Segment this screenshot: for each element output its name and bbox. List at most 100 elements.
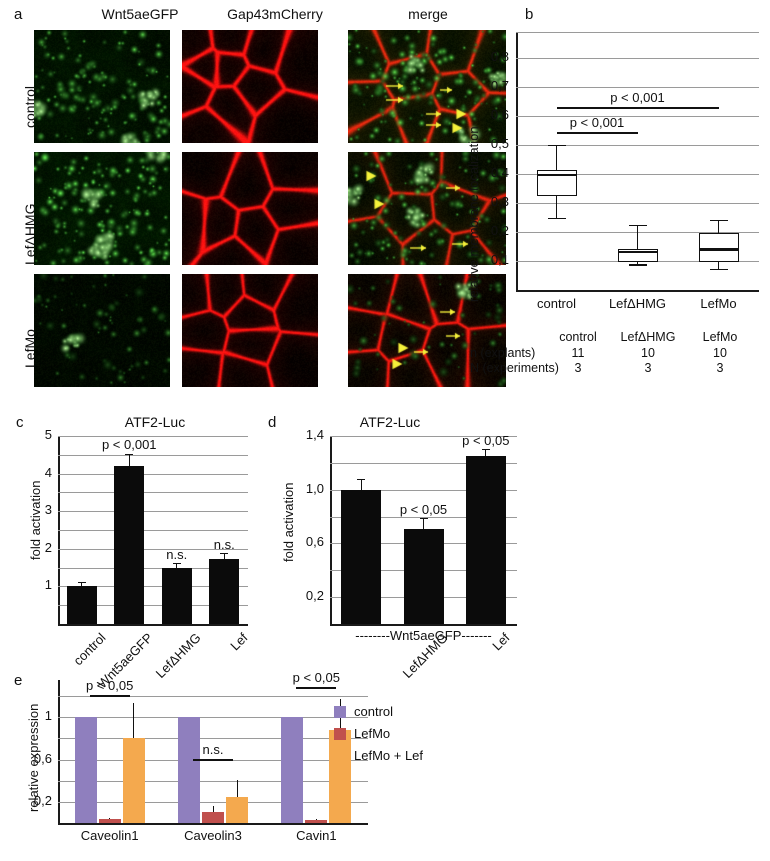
panelD-x-axis <box>330 624 517 626</box>
micrograph-control-merge <box>348 30 506 143</box>
panelC-annotation-2: n.s. <box>166 546 188 562</box>
panel-c-barchart: 1 2 3 4 5 control p < 0,001 Wnt5aeGFP n.s. LefΔHM… <box>34 427 254 691</box>
panel-b-gridline <box>516 145 759 147</box>
panel-e-xlabel-2: Cavin1 <box>296 828 337 843</box>
panelC-annotation-3: n.s. <box>213 537 235 553</box>
panel-e-bar-control-2 <box>281 717 304 823</box>
panel-e-bar-LefMo-2 <box>305 819 328 823</box>
panel-b-whisker-cap-lower <box>547 217 566 219</box>
panelD-bar-0 <box>341 489 382 624</box>
panel-b-stats-value: 10 <box>641 346 655 360</box>
panelC-gridline <box>58 530 248 531</box>
micrograph-lefdhmg-wnt5aegfp <box>34 152 170 265</box>
panel-e-ytick: 0,6 <box>33 750 52 766</box>
panel-e-barchart: 1 0,6 0,2 Caveolin1 Caveolin3 Cavin1 p < 0,05 n… <box>32 670 372 845</box>
micrograph-control-gap43mcherry <box>182 30 318 143</box>
panel-e-bar-control-1 <box>178 717 200 823</box>
panel-e-ytick: 0,2 <box>33 792 52 808</box>
panel-b-letter: b <box>525 6 534 23</box>
panel-e-sig-label-2: p < 0,05 <box>292 670 340 685</box>
panelC-gridline <box>58 605 248 607</box>
panelD-ytick: 1,4 <box>305 427 324 442</box>
panelC-bar-0 <box>66 586 97 624</box>
panel-e-sig-label-0: p < 0,05 <box>85 678 134 693</box>
panel-b-stats-header-0: control <box>559 330 597 344</box>
panel-b-whisker-upper <box>555 145 558 170</box>
panel-e-xlabel-0: Caveolin1 <box>80 828 139 843</box>
panel-b-box <box>698 233 739 263</box>
panelD-gridline <box>330 516 517 518</box>
panel-b-stats-value: 3 <box>644 361 652 375</box>
panel-b-median-line <box>698 248 739 251</box>
panelD-gridline <box>330 489 517 491</box>
panel-b-boxplot: 0,8 0,7 0,6 0,5 0,4 0,3 0,2 0,1 control LefΔHMG Le… <box>470 26 765 326</box>
panelC-gridline <box>58 567 248 569</box>
micrograph-lefdhmg-gap43mcherry <box>182 152 318 265</box>
panel-e-sig-bar-1 <box>193 759 233 761</box>
panel-b-ytick: 0,6 <box>490 107 509 123</box>
panel-e-sig-bar-0 <box>89 695 130 697</box>
panel-a-col-header-wnt5aegfp: Wnt5aeGFP <box>101 6 179 22</box>
panel-b-ytick: 0,4 <box>490 165 509 181</box>
panelC-bar-2 <box>161 567 192 624</box>
panel-e-y-axis <box>58 680 61 823</box>
panelC-errorbar-cap <box>77 581 86 583</box>
panel-b-gridline <box>516 116 759 118</box>
panelC-errorbar <box>81 581 83 587</box>
panel-e-legend-label-0: control <box>354 704 394 719</box>
panelD-bar-1 <box>403 528 444 624</box>
panel-a-col-header-gap43mcherry: Gap43mCherry <box>227 6 323 22</box>
panel-e-errorbar <box>109 818 111 820</box>
panel-b-stats-value: 10 <box>713 346 727 360</box>
panel-b-whisker-lower <box>636 261 639 265</box>
panel-e-errorbar <box>212 806 214 812</box>
panel-b-gridline <box>516 58 759 60</box>
panel-b-ytick: 0,2 <box>490 223 509 239</box>
panel-e-bar-LefMo-0 <box>98 819 121 823</box>
panel-e-legend-swatch-2 <box>334 750 346 762</box>
panelD-gridline <box>330 462 517 464</box>
panel-e-legend-label-1: LefMo <box>354 726 391 741</box>
panel-e-gridline <box>58 696 368 697</box>
micrograph-lefmo-gap43mcherry <box>182 274 318 387</box>
panel-e-sig-label-1: n.s. <box>202 742 224 757</box>
panel-b-xlabel-1: LefΔHMG <box>608 296 667 311</box>
panel-b-stats-rowlabel-0: n (explants) <box>470 346 536 360</box>
panel-d-title: ATF2-Luc <box>359 414 421 430</box>
panelC-gridline <box>58 548 248 550</box>
panelD-annotation-1: p < 0,05 <box>399 501 448 517</box>
panel-b-gridline <box>516 203 759 205</box>
panelD-errorbar-cap <box>419 517 428 519</box>
panel-e-sig-bar-2 <box>296 687 337 689</box>
panel-e-errorbar <box>133 703 135 739</box>
panel-b-stats-header-2: LefMo <box>702 330 738 344</box>
panel-a-letter: a <box>14 6 23 23</box>
panelC-errorbar-cap <box>172 562 181 564</box>
panelD-errorbar <box>485 449 487 457</box>
panel-b-sig-bar <box>556 132 638 134</box>
panelD-errorbar <box>423 517 424 529</box>
panel-b-x-axis <box>516 290 759 292</box>
panel-d-group-label: --------Wnt5aeGFP------- <box>355 628 492 643</box>
panel-e-bar-LefMoLef-0 <box>122 738 145 823</box>
panelC-ytick: 2 <box>44 539 52 555</box>
panel-b-median-line <box>536 173 577 176</box>
panel-e-legend-swatch-1 <box>334 728 346 740</box>
panelC-x-axis <box>58 624 248 626</box>
panel-b-median-line <box>617 251 658 254</box>
panelC-gridline <box>58 511 248 513</box>
panel-b-whisker-cap-lower <box>709 268 728 271</box>
panel-e-legend-label-2: LefMo + Lef <box>354 748 424 763</box>
panel-b-sig-bar <box>556 107 719 110</box>
panelC-errorbar <box>176 562 178 568</box>
panel-e-x-axis <box>58 823 368 826</box>
micrograph-control-wnt5aegfp <box>34 30 170 143</box>
panel-e-bar-control-0 <box>74 717 97 823</box>
panelD-annotation-2: p < 0,05 <box>462 433 510 449</box>
panel-d-letter: d <box>268 414 277 431</box>
panel-a-col-header-merge: merge <box>408 6 448 22</box>
panel-e-ytick: 1 <box>44 708 52 724</box>
panel-b-whisker-cap-lower <box>628 264 647 266</box>
panelD-y-axis <box>330 436 332 624</box>
panel-b-stats-value: 3 <box>574 361 582 375</box>
